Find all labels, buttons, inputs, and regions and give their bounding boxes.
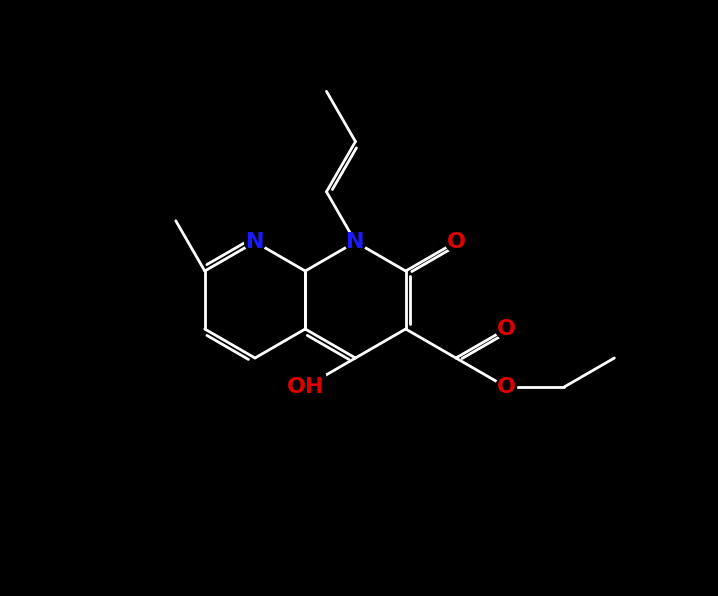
Circle shape	[495, 319, 516, 339]
Bar	[285, 374, 325, 400]
Text: N: N	[246, 232, 264, 252]
Text: OH: OH	[286, 377, 324, 397]
Circle shape	[345, 232, 366, 252]
Circle shape	[245, 232, 266, 252]
Text: O: O	[497, 319, 516, 339]
Circle shape	[445, 232, 466, 252]
Text: O: O	[497, 377, 516, 397]
Circle shape	[495, 377, 516, 398]
Text: N: N	[346, 232, 365, 252]
Text: O: O	[447, 232, 465, 252]
